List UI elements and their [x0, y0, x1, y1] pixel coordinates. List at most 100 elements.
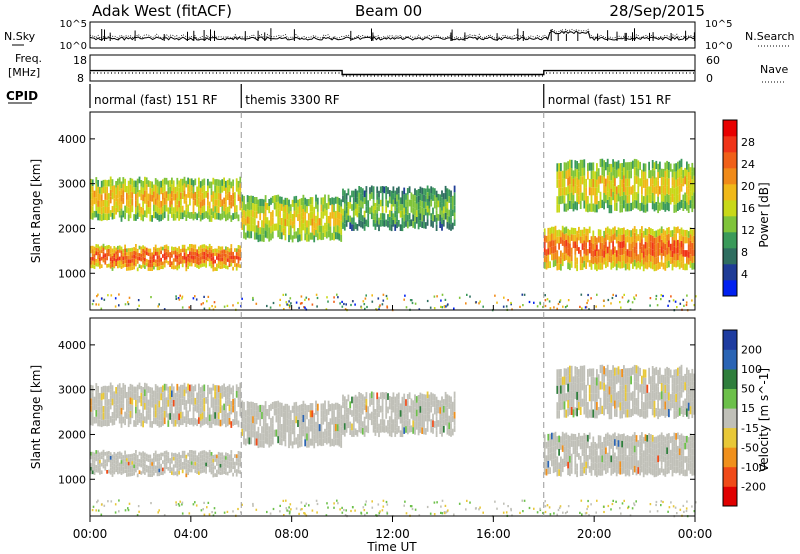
power-cell: [169, 207, 171, 214]
power-cell: [289, 232, 292, 240]
power-cell: [630, 161, 632, 170]
power-cell: [437, 214, 440, 221]
velocity-cell: [617, 446, 620, 454]
velocity-cell: [176, 417, 179, 425]
power-cell: [659, 169, 661, 178]
velocity-cell: [448, 429, 451, 436]
power-noise-cell: [206, 300, 208, 303]
power-cell: [574, 184, 577, 194]
velocity-cell: [637, 467, 640, 474]
velocity-cell: [687, 463, 690, 471]
power-cell: [162, 192, 164, 200]
power-cell: [147, 263, 150, 268]
power-cell: [147, 248, 150, 253]
power-cell: [115, 194, 117, 202]
power-cell: [131, 266, 134, 270]
power-cell: [214, 206, 216, 213]
power-cell: [298, 198, 301, 206]
power-cell: [347, 188, 350, 196]
power-cell: [657, 236, 659, 243]
power-cell: [646, 249, 649, 256]
power-cell: [650, 235, 652, 242]
velocity-cell: [156, 412, 159, 420]
velocity-cell: [612, 467, 614, 474]
power-cell: [585, 255, 587, 263]
velocity-cell: [585, 468, 587, 475]
power-cell: [585, 248, 587, 256]
velocity-cell: [163, 417, 166, 425]
velocity-cell: [662, 448, 665, 456]
velocity-cell: [115, 393, 117, 401]
velocity-cell: [678, 435, 681, 442]
power-cell: [628, 170, 631, 179]
power-cell: [113, 205, 116, 213]
power-cell: [606, 183, 609, 192]
power-cell: [124, 263, 126, 267]
velocity-cell: [235, 458, 238, 462]
velocity-cell: [180, 398, 182, 405]
power-cell: [320, 211, 323, 219]
power-noise-cell: [542, 305, 544, 309]
velocity-cell: [561, 438, 564, 446]
power-cell: [552, 233, 555, 241]
power-cell: [596, 204, 598, 213]
power-cell: [198, 197, 200, 205]
velocity-cell: [102, 406, 105, 413]
power-cell: [406, 201, 409, 209]
velocity-cell: [115, 461, 117, 465]
power-noise-cell: [623, 293, 625, 296]
power-cell: [298, 227, 301, 235]
power-cell: [424, 208, 427, 216]
power-cell: [417, 222, 420, 230]
power-cell: [250, 216, 253, 224]
velocity-cell: [432, 427, 434, 434]
power-cell: [421, 214, 424, 222]
power-cell: [187, 184, 189, 192]
power-cell: [543, 262, 546, 269]
velocity-cell: [596, 377, 598, 386]
power-cell: [403, 221, 406, 228]
velocity-cell: [248, 416, 251, 424]
power-cell: [100, 245, 103, 250]
power-cell: [187, 257, 189, 262]
velocity-cell: [401, 423, 404, 431]
velocity-cell: [399, 410, 402, 417]
power-cell: [185, 252, 188, 257]
velocity-cell: [279, 430, 281, 438]
power-cell: [668, 227, 670, 234]
velocity-cell: [624, 436, 627, 443]
power-cell: [185, 180, 188, 188]
velocity-cell: [610, 402, 613, 411]
power-cell: [205, 211, 207, 218]
power-cell: [183, 252, 186, 256]
power-cell: [334, 232, 337, 240]
colorbar-swatch: [723, 168, 737, 185]
power-cell: [673, 233, 676, 241]
power-noise-cell: [479, 300, 481, 303]
velocity-cell: [207, 456, 209, 460]
velocity-cell: [284, 425, 287, 433]
velocity-cell: [208, 457, 211, 462]
velocity-cell: [331, 417, 334, 425]
power-cell: [113, 257, 116, 261]
power-cell: [691, 203, 694, 213]
velocity-cell: [199, 414, 202, 421]
velocity-cell: [268, 440, 271, 448]
velocity-cell: [291, 420, 294, 428]
power-cell: [570, 254, 573, 262]
power-cell: [415, 217, 418, 224]
velocity-cell: [180, 405, 182, 412]
power-cell: [311, 197, 314, 205]
power-cell: [216, 192, 218, 200]
power-cell: [570, 247, 573, 255]
power-cell: [156, 213, 159, 220]
velocity-cell: [583, 460, 586, 467]
velocity-cell: [396, 400, 398, 408]
power-cell: [579, 200, 582, 209]
velocity-cell: [322, 403, 325, 411]
velocity-cell: [675, 439, 677, 447]
velocity-cell: [243, 416, 245, 424]
power-cell: [106, 256, 108, 261]
velocity-cell: [423, 400, 425, 408]
